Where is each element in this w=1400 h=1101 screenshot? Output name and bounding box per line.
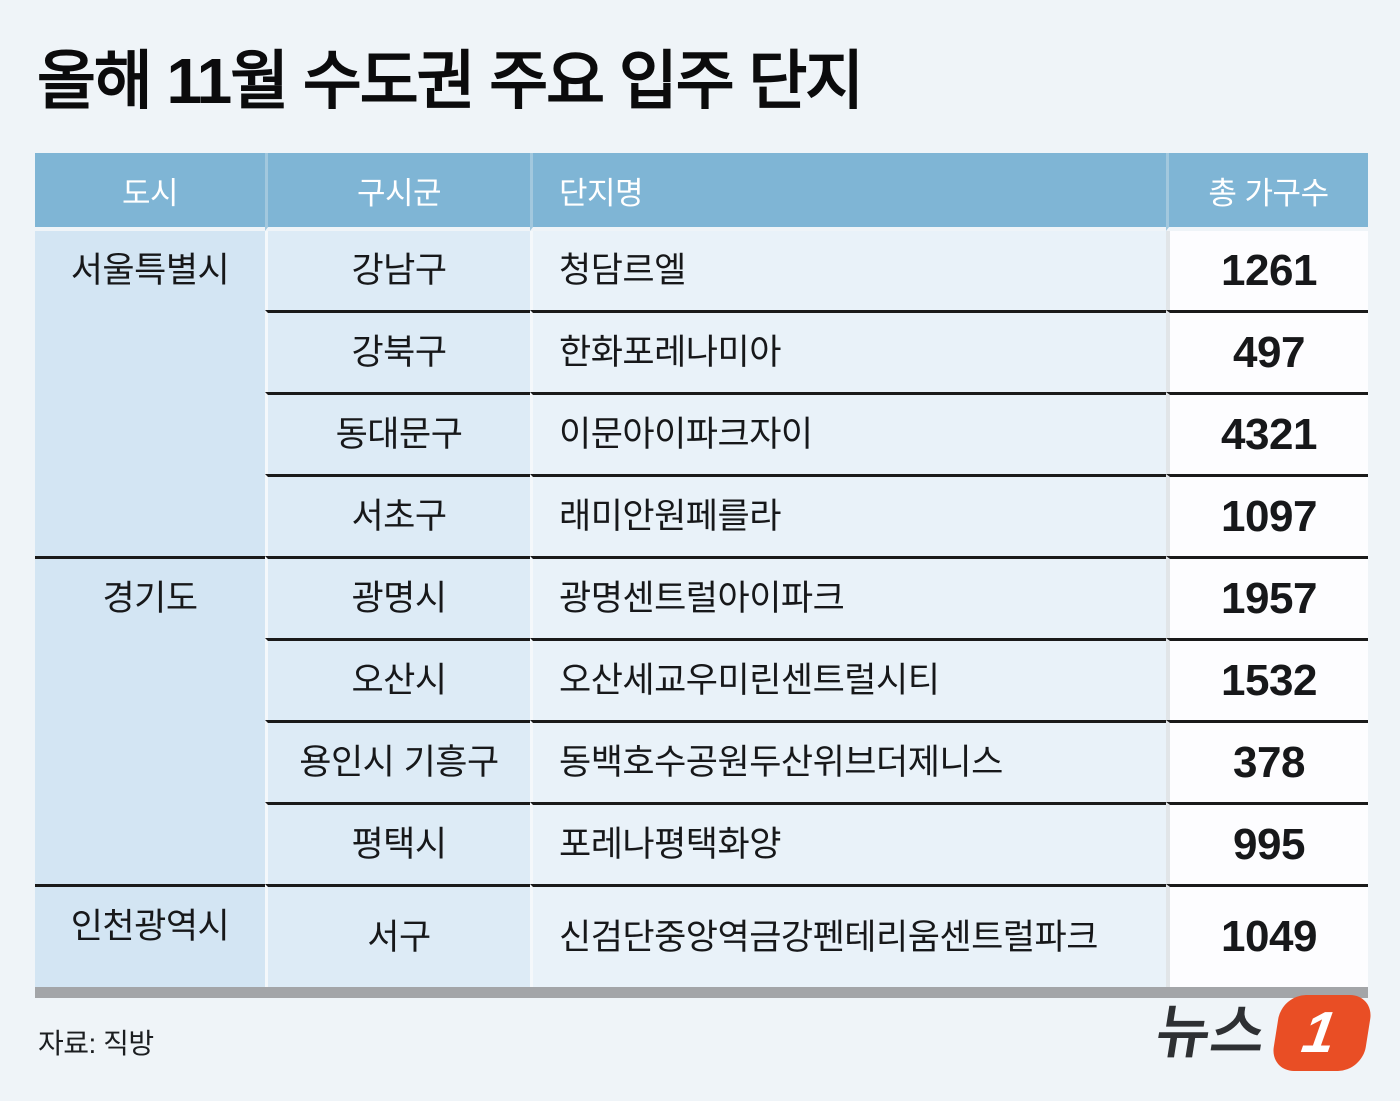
table-header-row: 도시 구시군 단지명 총 가구수 (35, 153, 1368, 231)
column-header-households: 총 가구수 (1166, 153, 1368, 231)
households-cell: 378 (1166, 720, 1368, 802)
table-container: 도시 구시군 단지명 총 가구수 서울특별시 강남구 청담르엘 1261 강북구… (35, 153, 1368, 998)
news1-logo-one: 1 (1297, 1000, 1341, 1065)
table-row: 인천광역시 서구 신검단중앙역금강펜테리움센트럴파크 1049 (35, 884, 1368, 987)
table-row: 서초구 래미안원페를라 1097 (35, 474, 1368, 556)
table-row: 경기도 광명시 광명센트럴아이파크 1957 (35, 556, 1368, 884)
table-row: 평택시 포레나평택화양 995 (35, 802, 1368, 884)
news1-logo-text: 뉴스 (1152, 1000, 1272, 1065)
complex-name-cell: 포레나평택화양 (530, 802, 1166, 884)
complex-name-cell: 래미안원페를라 (530, 474, 1166, 556)
district-cell: 강북구 (265, 310, 530, 392)
city-cell: 경기도 (35, 556, 265, 884)
households-cell: 1532 (1166, 638, 1368, 720)
news1-logo-badge: 1 (1269, 995, 1375, 1071)
complex-name-cell: 오산세교우미린센트럴시티 (530, 638, 1166, 720)
complex-name-cell: 이문아이파크자이 (530, 392, 1166, 474)
move-in-complex-table: 도시 구시군 단지명 총 가구수 서울특별시 강남구 청담르엘 1261 강북구… (35, 153, 1368, 987)
table-row: 오산시 오산세교우미린센트럴시티 1532 (35, 638, 1368, 720)
column-header-complex: 단지명 (530, 153, 1166, 231)
news1-logo: 뉴스 1 (1152, 995, 1375, 1071)
households-cell: 1957 (1166, 556, 1368, 638)
complex-name-cell: 한화포레나미아 (530, 310, 1166, 392)
complex-name-cell: 청담르엘 (530, 231, 1166, 310)
complex-name-cell: 동백호수공원두산위브더제니스 (530, 720, 1166, 802)
table-row: 서울특별시 강남구 청담르엘 1261 (35, 231, 1368, 556)
city-cell: 서울특별시 (35, 231, 265, 556)
table-row: 동대문구 이문아이파크자이 4321 (35, 392, 1368, 474)
complex-name-cell: 신검단중앙역금강펜테리움센트럴파크 (530, 884, 1166, 987)
households-cell: 1049 (1166, 884, 1368, 987)
district-cell: 강남구 (265, 231, 530, 310)
table-row: 용인시 기흥구 동백호수공원두산위브더제니스 378 (35, 720, 1368, 802)
source-label: 자료: 직방 (38, 1028, 154, 1059)
table-row: 강북구 한화포레나미아 497 (35, 310, 1368, 392)
column-header-district: 구시군 (265, 153, 530, 231)
table-bottom-bar (35, 987, 1368, 998)
district-cell: 서구 (265, 884, 530, 987)
households-cell: 1097 (1166, 474, 1368, 556)
city-cell: 인천광역시 (35, 884, 265, 987)
district-cell: 오산시 (265, 638, 530, 720)
district-cell: 평택시 (265, 802, 530, 884)
complex-name-cell: 광명센트럴아이파크 (530, 556, 1166, 638)
households-cell: 1261 (1166, 231, 1368, 310)
households-cell: 4321 (1166, 392, 1368, 474)
district-cell: 서초구 (265, 474, 530, 556)
district-cell: 광명시 (265, 556, 530, 638)
page-title: 올해 11월 수도권 주요 입주 단지 (37, 45, 864, 117)
column-header-city: 도시 (35, 153, 265, 231)
households-cell: 497 (1166, 310, 1368, 392)
households-cell: 995 (1166, 802, 1368, 884)
district-cell: 용인시 기흥구 (265, 720, 530, 802)
district-cell: 동대문구 (265, 392, 530, 474)
